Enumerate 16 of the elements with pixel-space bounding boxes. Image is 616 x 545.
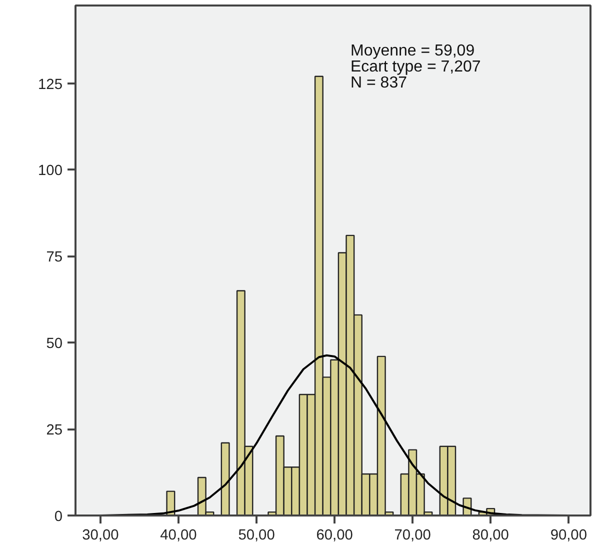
y-tick-label: 25	[46, 422, 63, 439]
x-tick-label: 70,00	[394, 528, 431, 544]
x-tick-label: 50,00	[238, 528, 275, 544]
y-tick-label: 75	[46, 250, 63, 266]
x-tick-label: 80,00	[472, 528, 509, 544]
x-tick-label: 40,00	[160, 528, 197, 544]
annotation: Ecart type = 7,207	[350, 58, 481, 76]
y-tick-label: 125	[38, 76, 63, 93]
annotation: Moyenne = 59,09	[350, 42, 475, 60]
x-tick-label: 90,00	[550, 528, 587, 544]
y-tick-label: 0	[54, 509, 63, 525]
x-tick-label: 30,00	[82, 528, 119, 544]
y-tick-label: 100	[38, 163, 63, 180]
x-tick-label: 60,00	[316, 528, 353, 544]
y-tick-label: 50	[46, 336, 63, 352]
annotation: N = 837	[350, 74, 408, 92]
